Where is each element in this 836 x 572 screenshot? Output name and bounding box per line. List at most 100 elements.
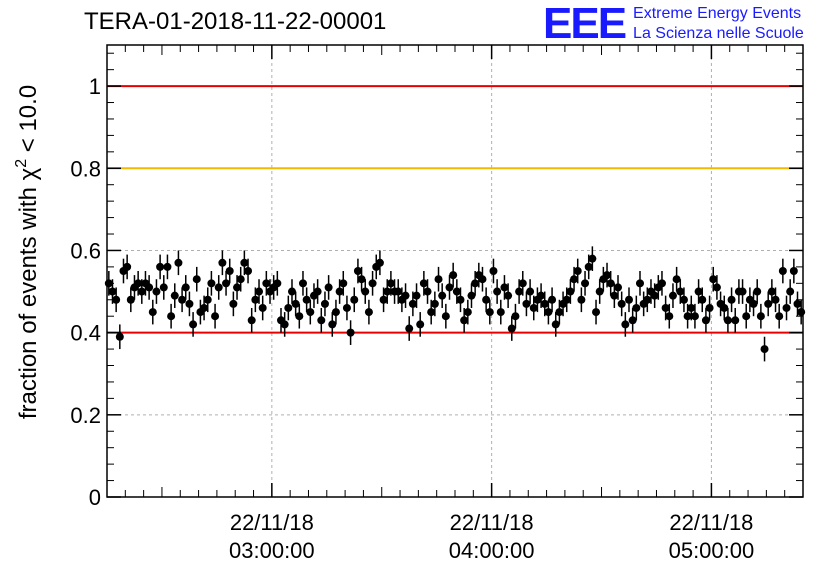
data-point (342, 303, 351, 312)
data-point (247, 316, 256, 325)
data-point (548, 295, 557, 304)
y-tick-label: 0.2 (70, 403, 101, 428)
data-point (214, 283, 223, 292)
y-tick-label: 0.6 (70, 238, 101, 263)
data-point (423, 287, 432, 296)
data-point (588, 254, 597, 263)
data-point (244, 267, 253, 275)
data-point (324, 283, 333, 292)
y-tick-label: 0.4 (70, 321, 101, 346)
data-point (500, 283, 509, 292)
data-point (211, 312, 220, 321)
data-point (408, 299, 417, 308)
data-point (331, 308, 340, 317)
data-point (606, 279, 615, 288)
data-point (760, 345, 769, 354)
data-point (625, 295, 633, 304)
x-tick-label-date: 22/11/18 (669, 510, 753, 535)
data-point (632, 303, 641, 312)
data-point (709, 275, 718, 284)
logo-line-2: La Scienza nelle Scuole (633, 25, 804, 42)
y-axis-label-suffix: < 10.0 (15, 85, 42, 159)
data-point (353, 267, 362, 275)
data-point (676, 287, 685, 296)
data-point (273, 279, 282, 288)
data-point (156, 262, 165, 271)
data-point (115, 332, 124, 341)
data-point (280, 320, 289, 329)
data-point (298, 279, 307, 288)
data-point (515, 287, 524, 296)
data-point (698, 295, 707, 304)
data-point (320, 299, 329, 308)
data-point (427, 308, 436, 317)
data-point (727, 295, 736, 304)
data-point (507, 324, 516, 333)
data-point (756, 312, 765, 321)
data-points-layer (104, 246, 806, 362)
data-point (764, 299, 773, 308)
data-point (511, 312, 520, 321)
data-point (661, 303, 670, 312)
data-point (405, 324, 414, 333)
data-point (771, 295, 780, 304)
data-point (445, 283, 454, 292)
data-point (159, 283, 168, 292)
data-point (379, 295, 388, 304)
logo-line-1: Extreme Energy Events (633, 5, 802, 22)
data-point (203, 295, 212, 304)
data-point (749, 299, 758, 308)
data-point (284, 303, 293, 312)
data-point (401, 291, 410, 300)
y-axis-label-sup: 2 (13, 159, 30, 168)
eee-logo-text: Extreme Energy Events La Scienza nelle S… (633, 4, 804, 44)
data-point (570, 275, 579, 284)
data-point (438, 291, 447, 300)
data-point (614, 283, 623, 292)
data-point (529, 303, 538, 312)
y-tick-label: 0.8 (70, 156, 101, 181)
data-point (452, 287, 461, 296)
data-point (504, 291, 513, 300)
data-point (364, 308, 373, 317)
data-point (137, 287, 146, 296)
data-point (167, 312, 176, 321)
data-point (679, 295, 688, 304)
data-point (694, 287, 703, 296)
data-point (229, 299, 238, 308)
data-point (621, 320, 630, 329)
data-point (738, 287, 747, 296)
data-point (566, 287, 575, 296)
data-point (185, 299, 194, 308)
data-point (375, 258, 384, 267)
data-point (148, 308, 157, 317)
data-point (126, 295, 135, 304)
y-axis-label: fraction of events with χ2 < 10.0 (13, 85, 42, 419)
data-point (456, 295, 465, 304)
data-point (657, 279, 666, 288)
data-point (313, 287, 322, 296)
x-tick-label-time: 03:00:00 (229, 538, 315, 563)
data-point (189, 320, 198, 329)
data-point (145, 283, 154, 292)
data-point (665, 312, 674, 321)
data-point (775, 312, 784, 321)
data-point (577, 295, 586, 304)
data-point (170, 291, 179, 300)
data-point (650, 291, 659, 300)
data-point (551, 320, 560, 329)
data-point (178, 295, 187, 304)
data-point (555, 308, 564, 317)
data-point (240, 258, 249, 267)
eee-logo-mark: EEE (543, 0, 627, 48)
data-point (526, 287, 535, 296)
data-point (731, 316, 740, 325)
data-point (489, 267, 498, 275)
data-point (287, 287, 296, 296)
data-point (643, 295, 652, 304)
data-point (635, 279, 644, 288)
data-point (786, 287, 795, 296)
data-point (537, 291, 546, 300)
data-point (430, 299, 439, 308)
